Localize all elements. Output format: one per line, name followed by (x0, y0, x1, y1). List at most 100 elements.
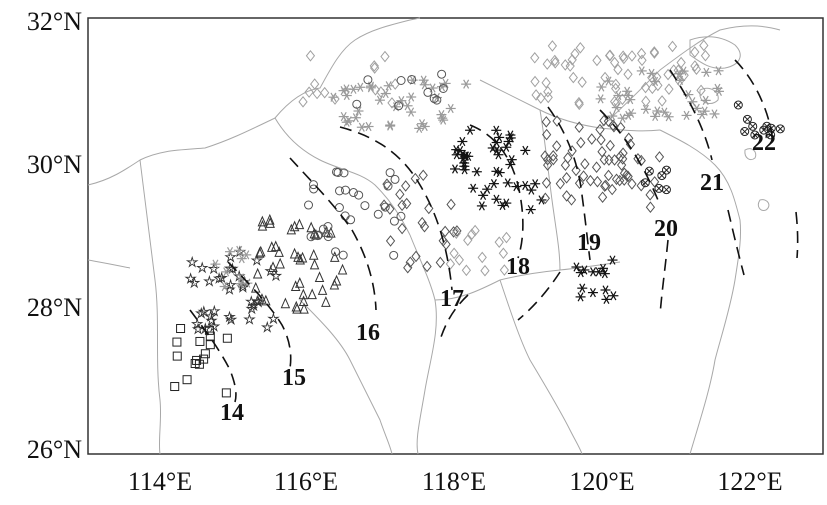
island-small-2 (744, 148, 757, 161)
boundary-north (87, 17, 421, 186)
square-marker (190, 359, 200, 369)
latitude-labels: 32°N 30°N 28°N 26°N (27, 7, 82, 464)
gray-diamond-marker (387, 97, 397, 109)
diamond-marker (619, 174, 629, 186)
gray-asterisk-marker (225, 247, 236, 257)
station-markers (170, 39, 785, 398)
gray-asterisk-marker (650, 111, 661, 122)
gray-asterisk-marker (418, 75, 429, 85)
gray-asterisk-marker (385, 121, 396, 131)
gray-diamond-marker (461, 264, 472, 277)
circle-marker (396, 76, 406, 86)
isoline-19 (547, 106, 591, 261)
gray-asterisk-marker (241, 250, 252, 260)
triangle-marker (309, 258, 320, 270)
diamond-marker (411, 250, 421, 263)
gray-asterisk-marker (414, 123, 425, 133)
gray-asterisk-marker (659, 107, 670, 117)
diamond-marker (627, 178, 637, 190)
asterisk-marker (601, 294, 612, 305)
gray-diamond-marker (304, 86, 314, 98)
diamond-marker (578, 170, 589, 182)
circle-marker (331, 247, 341, 257)
gray-asterisk-marker (427, 83, 438, 93)
asterisk-marker (577, 283, 588, 293)
asterisk-marker (575, 267, 586, 278)
asterisk-marker (459, 161, 470, 171)
diamond-marker (619, 167, 630, 180)
triangle-marker (252, 267, 263, 279)
star-marker (184, 272, 197, 285)
gray-diamond-marker (667, 40, 678, 53)
gray-asterisk-marker (681, 110, 692, 121)
gray-asterisk-marker (713, 86, 724, 96)
gray-diamond-marker (574, 96, 584, 109)
diamond-marker (604, 154, 614, 166)
triangle-marker (308, 248, 319, 260)
square-marker (192, 355, 202, 365)
circle-marker (318, 224, 328, 234)
star-marker (267, 312, 280, 325)
diamond-marker (605, 139, 615, 152)
gray-asterisk-marker (343, 116, 354, 126)
circle-marker (323, 222, 333, 232)
gray-asterisk-marker (613, 90, 624, 101)
isoline-label-14: 14 (220, 400, 244, 426)
asterisk-marker (482, 184, 493, 194)
gray-asterisk-marker (356, 122, 367, 132)
circle-marker (429, 94, 439, 104)
asterisk-marker (491, 194, 502, 204)
square-marker (182, 375, 192, 385)
diamond-marker (603, 169, 614, 182)
circle-marker (437, 69, 447, 79)
diamond-marker (574, 121, 584, 134)
circle-marker (346, 215, 356, 225)
square-marker (172, 351, 182, 361)
square-marker (176, 324, 186, 334)
circle-marker (394, 101, 404, 111)
diamond-marker (422, 260, 432, 273)
triangle-marker (280, 297, 291, 309)
asterisk-marker (571, 262, 582, 272)
diamond-marker (623, 170, 633, 183)
gray-asterisk-marker (461, 79, 472, 89)
lat-label-32: 32°N (27, 7, 82, 36)
gray-diamond-marker (690, 60, 700, 72)
asterisk-marker (520, 145, 531, 156)
circled-x-marker (644, 166, 654, 176)
asterisk-marker (520, 180, 531, 191)
gray-asterisk-marker (440, 78, 451, 89)
lat-label-30: 30°N (27, 150, 82, 179)
diamond-marker (562, 190, 572, 202)
boundary-southcentral (409, 234, 437, 455)
asterisk-marker (598, 263, 609, 273)
gray-asterisk-marker (675, 75, 686, 86)
gray-asterisk-marker (663, 112, 674, 122)
isoline-label-15: 15 (282, 365, 306, 391)
isoline-17-tail (439, 294, 469, 341)
diamond-marker (616, 159, 627, 171)
circle-marker (360, 201, 370, 211)
gray-diamond-marker (609, 56, 620, 69)
star-marker (185, 255, 199, 268)
triangle-marker (306, 221, 316, 233)
circle-marker (385, 168, 395, 178)
diamond-marker (621, 169, 632, 182)
gray-diamond-marker (574, 98, 584, 111)
gray-diamond-marker (641, 95, 651, 108)
triangle-marker (329, 251, 340, 262)
diamond-marker (541, 177, 552, 189)
star-marker (224, 278, 237, 291)
circle-marker (313, 230, 323, 240)
gray-diamond-marker (611, 78, 621, 91)
diamond-marker (541, 116, 551, 128)
circle-marker (373, 209, 383, 219)
gray-asterisk-marker (436, 109, 447, 120)
triangle-marker (299, 302, 309, 314)
diamond-marker (599, 153, 609, 166)
lon-label-116: 116°E (274, 467, 338, 496)
gray-asterisk-marker (374, 95, 385, 105)
triangle-marker (275, 257, 285, 269)
square-marker (170, 382, 180, 392)
gray-asterisk-marker (338, 111, 349, 122)
